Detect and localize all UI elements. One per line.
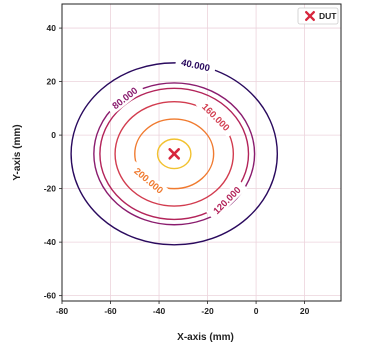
legend: DUT — [297, 7, 339, 25]
contour-label-40000: 40.000 — [174, 54, 217, 75]
x-tick-label: -40 — [153, 306, 166, 316]
contour-label-bg — [195, 96, 237, 138]
x-tick-label: -60 — [104, 306, 117, 316]
x-axis-label: X-axis (mm) — [177, 332, 234, 343]
x-tick-label: 20 — [300, 306, 310, 316]
contour-label-bg — [127, 161, 171, 200]
y-axis-ticks: 40 20 0 -20 -40 -60 — [44, 23, 62, 301]
legend-box — [297, 7, 339, 25]
legend-marker-x — [305, 10, 315, 21]
contour-label-text: 80.000 — [111, 85, 141, 112]
contour-label-200000: 200.000 — [127, 161, 171, 200]
y-tick-label: 40 — [47, 23, 57, 33]
contour-label-bg — [105, 80, 145, 116]
contour-label-bg — [174, 54, 217, 75]
contour-line-80000 — [93, 82, 256, 226]
x-tick-label: 0 — [254, 306, 259, 316]
contour-line-240000 — [156, 138, 192, 170]
contour-line-160000 — [114, 100, 235, 207]
contour-label-120000: 120.000 — [206, 179, 248, 221]
legend-label-dut: DUT — [319, 11, 337, 21]
contour-label-80000: 80.000 — [105, 80, 145, 116]
x-tick-label: -20 — [201, 306, 214, 316]
plot-frame — [61, 3, 342, 302]
legend-x-stroke — [305, 10, 315, 21]
contour-label-text: 40.000 — [180, 57, 211, 74]
dut-marker — [168, 148, 181, 160]
x-tick-label: -80 — [56, 306, 69, 316]
contour-label-bg — [206, 179, 248, 221]
contour-line-120000 — [99, 87, 250, 221]
dut-x-stroke — [168, 148, 181, 160]
y-tick-label: 0 — [51, 130, 56, 140]
y-tick-label: -40 — [44, 237, 57, 247]
y-tick-label: 20 — [47, 77, 57, 87]
contour-label-text: 200.000 — [132, 166, 165, 197]
contour-line-200000 — [134, 118, 215, 190]
y-tick-label: -20 — [44, 184, 57, 194]
grid — [62, 4, 341, 301]
contour-line-40000 — [70, 62, 279, 246]
x-axis-ticks: -80 -60 -40 -20 0 20 — [56, 301, 310, 316]
y-tick-label: -60 — [44, 291, 57, 301]
contour-lines — [70, 62, 279, 246]
y-axis-label: Y-axis (mm) — [12, 124, 23, 180]
